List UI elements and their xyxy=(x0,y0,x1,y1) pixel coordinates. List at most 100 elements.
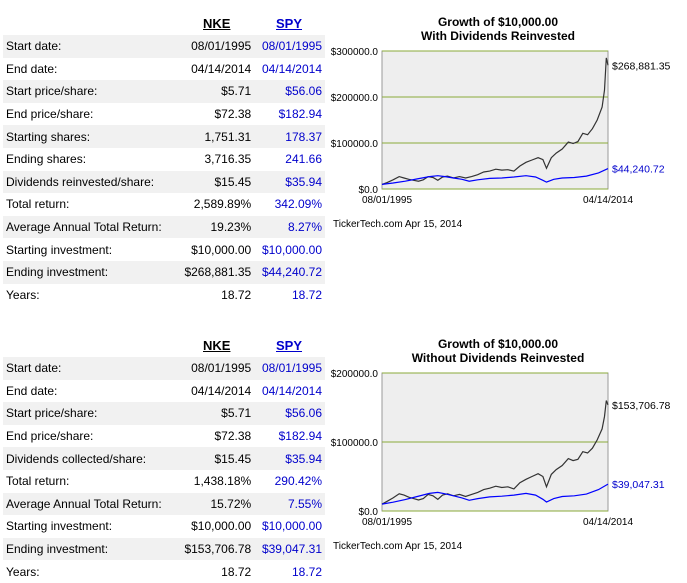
x-end-label: 04/14/2014 xyxy=(583,517,633,528)
row-label: Ending investment: xyxy=(3,537,177,561)
row-label: End price/share: xyxy=(6,429,94,444)
table-row: End price/share: $72.38 $182.94 xyxy=(3,425,325,448)
table2-spy-header[interactable]: SPY xyxy=(276,338,303,353)
table-row: Start price/share: $5.71 $56.06 xyxy=(3,402,325,425)
table-row: Dividends collected/share: $15.45 $35.94 xyxy=(3,447,325,470)
series-line-nke xyxy=(381,57,609,185)
y-tick-label: $0.0 xyxy=(359,507,379,518)
row-label: Dividends collected/share: xyxy=(3,447,177,470)
row-label: Starting investment: xyxy=(6,242,113,257)
y-tick-label: $200000.0 xyxy=(331,93,379,104)
end-label-spy: $44,240.72 xyxy=(612,164,665,176)
plot-area xyxy=(381,50,609,190)
spy-value: 241.66 xyxy=(285,152,322,167)
table-row: End price/share: $72.38 $182.94 xyxy=(3,103,325,126)
x-start-label: 08/01/1995 xyxy=(362,195,412,206)
nke-value: $72.38 xyxy=(214,429,252,444)
nke-value: 1,751.31 xyxy=(176,125,255,148)
nke-value: 18.72 xyxy=(221,287,252,302)
table-row: Average Annual Total Return: 15.72% 7.55% xyxy=(3,492,325,516)
end-label-nke: $153,706.78 xyxy=(612,400,671,412)
table-row: End date: 04/14/2014 04/14/2014 xyxy=(3,58,325,81)
x-start-label: 08/01/1995 xyxy=(362,517,412,528)
y-tick-label: $0.0 xyxy=(359,185,379,196)
row-label: Start date: xyxy=(3,357,177,380)
table2-stats: Start date: 08/01/1995 08/01/1995 End date:… xyxy=(3,357,325,583)
spy-value: $39,047.31 xyxy=(254,537,325,561)
table-row: Dividends reinvested/share: $15.45 $35.94 xyxy=(3,170,325,194)
spy-value: $182.94 xyxy=(278,107,322,122)
credit-text: TickerTech.com Apr 15, 2014 xyxy=(333,219,463,230)
nke-value: 08/01/1995 xyxy=(176,357,255,380)
nke-value: $268,881.35 xyxy=(176,260,255,284)
row-label: Total return: xyxy=(6,474,70,489)
table-row: Years: 18.72 18.72 xyxy=(3,560,325,583)
table-row: Starting shares: 1,751.31 178.37 xyxy=(3,125,325,148)
table-row: Average Annual Total Return: 19.23% 8.27% xyxy=(3,215,325,239)
series-line-spy xyxy=(381,483,609,505)
chart-subtitle: With Dividends Reinvested xyxy=(421,29,575,43)
spy-value: 178.37 xyxy=(254,125,325,148)
row-label: Ending investment: xyxy=(3,260,177,284)
spy-value: $10,000.00 xyxy=(261,242,322,257)
row-label: End price/share: xyxy=(6,107,94,122)
chart-title: Growth of $10,000.00 xyxy=(438,15,558,29)
table-row: Starting investment: $10,000.00 $10,000.00 xyxy=(3,238,325,261)
nke-value: $10,000.00 xyxy=(191,242,252,257)
nke-value: $10,000.00 xyxy=(191,519,252,534)
end-label-nke: $268,881.35 xyxy=(612,60,671,72)
row-label: Ending shares: xyxy=(6,152,87,167)
nke-value: 3,716.35 xyxy=(204,152,252,167)
row-label: Years: xyxy=(6,564,40,579)
spy-value: 08/01/1995 xyxy=(254,35,325,58)
x-end-label: 04/14/2014 xyxy=(583,195,633,206)
nke-value: $5.71 xyxy=(176,80,255,103)
table1-stats: Start date: 08/01/1995 08/01/1995 End date:… xyxy=(3,35,325,306)
nke-value: 2,589.89% xyxy=(193,197,252,212)
chart-with-dividends: Growth of $10,000.00 With Dividends Reinv… xyxy=(328,12,683,247)
nke-value: $15.45 xyxy=(176,447,255,470)
nke-value: 1,438.18% xyxy=(193,474,252,489)
spy-value: 18.72 xyxy=(291,287,322,302)
nke-value: 04/14/2014 xyxy=(191,61,252,76)
end-label-spy: $39,047.31 xyxy=(612,479,665,491)
credit-text: TickerTech.com Apr 15, 2014 xyxy=(333,541,463,552)
table-row: Ending investment: $153,706.78 $39,047.31 xyxy=(3,537,325,561)
chart-title: Growth of $10,000.00 xyxy=(438,337,558,351)
nke-value: $72.38 xyxy=(214,107,252,122)
table1-nke-header[interactable]: NKE xyxy=(203,16,231,31)
spy-value: $182.94 xyxy=(278,429,322,444)
table2-nke-header[interactable]: NKE xyxy=(203,338,231,353)
spy-value: $44,240.72 xyxy=(254,260,325,284)
table-row: Start price/share: $5.71 $56.06 xyxy=(3,80,325,103)
row-label: Total return: xyxy=(6,197,70,212)
row-label: End date: xyxy=(6,61,58,76)
table-row: Ending investment: $268,881.35 $44,240.72 xyxy=(3,260,325,284)
row-label: Start date: xyxy=(3,35,177,58)
spy-value: $10,000.00 xyxy=(261,519,322,534)
spy-value: 7.55% xyxy=(254,492,325,516)
spy-value: $56.06 xyxy=(254,80,325,103)
table1-spy-header[interactable]: SPY xyxy=(276,16,303,31)
chart-subtitle: Without Dividends Reinvested xyxy=(412,351,585,365)
nke-value: 19.23% xyxy=(176,215,255,239)
row-label: Years: xyxy=(6,287,40,302)
nke-value: $5.71 xyxy=(176,402,255,425)
nke-value: $153,706.78 xyxy=(176,537,255,561)
spy-value: 04/14/2014 xyxy=(261,383,322,398)
spy-value: 08/01/1995 xyxy=(254,357,325,380)
spy-value: 04/14/2014 xyxy=(261,61,322,76)
row-label: End date: xyxy=(6,383,58,398)
y-tick-label: $100000.0 xyxy=(331,438,379,449)
spy-value: $35.94 xyxy=(254,447,325,470)
series-line-spy xyxy=(381,168,609,185)
row-label: Dividends reinvested/share: xyxy=(3,170,177,194)
chart-without-dividends: Growth of $10,000.00 Without Dividends Re… xyxy=(328,334,683,569)
table-row: Starting investment: $10,000.00 $10,000.00 xyxy=(3,515,325,538)
nke-value: 18.72 xyxy=(221,564,252,579)
nke-value: $15.45 xyxy=(176,170,255,194)
row-label: Starting shares: xyxy=(3,125,177,148)
row-label: Starting investment: xyxy=(6,519,113,534)
